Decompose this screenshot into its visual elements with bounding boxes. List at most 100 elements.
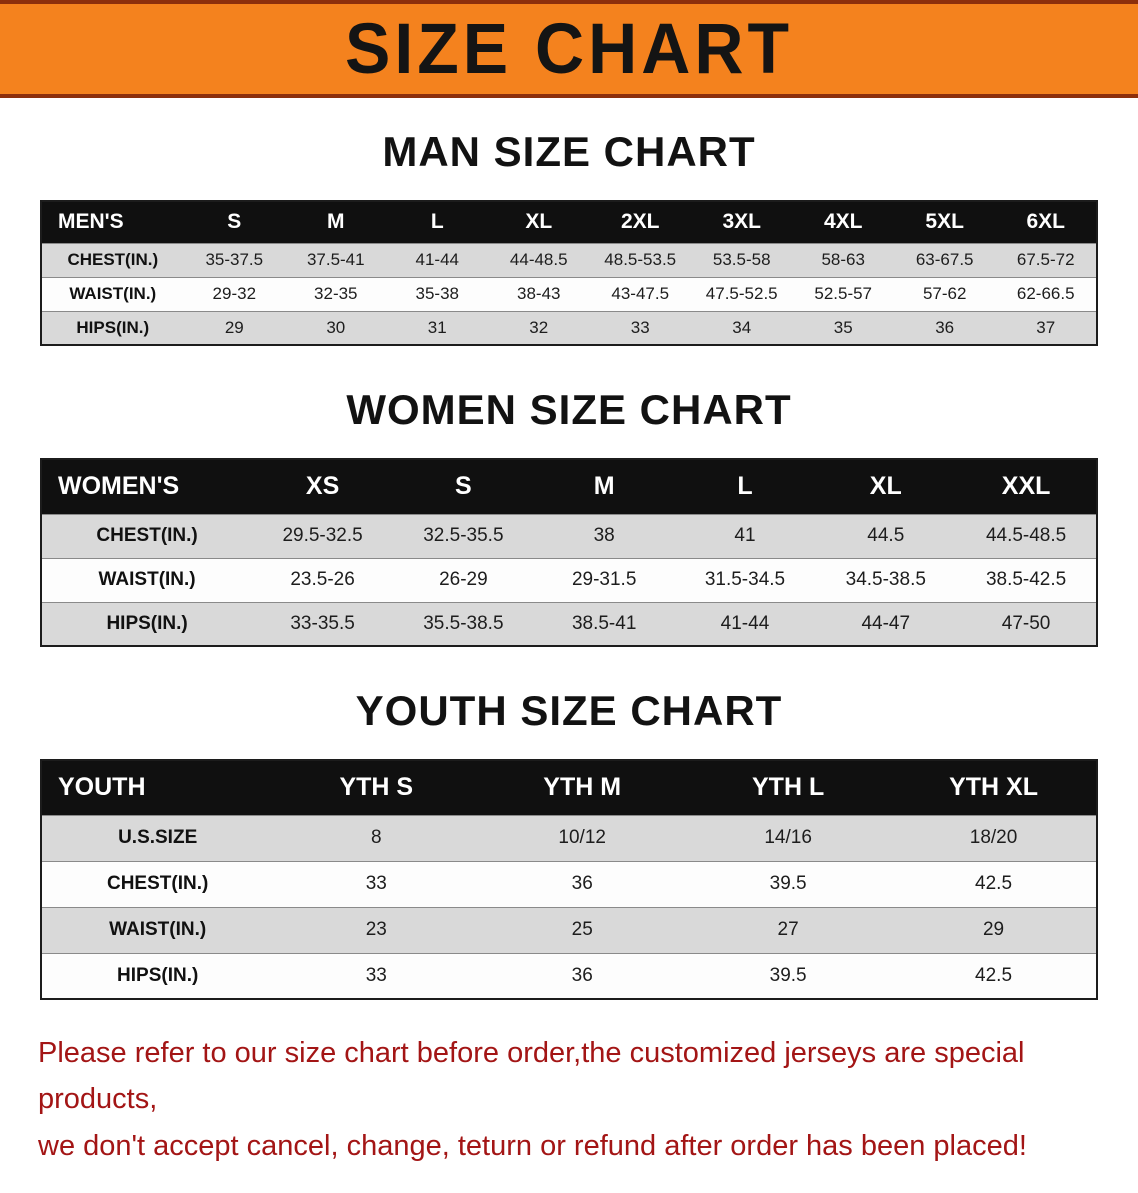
table-row: CHEST(IN.) 35-37.5 37.5-41 41-44 44-48.5 48.5… [41, 242, 1097, 277]
size-column-header: S [392, 459, 534, 514]
size-value-cell: 38.5-42.5 [956, 557, 1097, 602]
size-value-cell: 36 [479, 860, 686, 907]
row-label: CHEST(IN.) [41, 860, 274, 907]
size-value-cell: 32.5-35.5 [392, 513, 534, 558]
size-value-cell: 47-50 [956, 601, 1097, 646]
size-value-cell: 35-38 [386, 276, 488, 311]
size-column-header: 5XL [893, 201, 996, 243]
table-title-cell: WOMEN'S [41, 459, 253, 514]
size-column-header: M [285, 201, 387, 243]
size-value-cell: 38.5-41 [533, 601, 675, 646]
chart-sections: MAN SIZE CHART MEN'S S M L XL 2XL 3XL 4XL 5XL 6XL… [0, 128, 1138, 1000]
size-value-cell: 33 [273, 860, 480, 907]
row-label: U.S.SIZE [41, 814, 274, 861]
size-value-cell: 39.5 [685, 860, 892, 907]
size-column-header: S [183, 201, 286, 243]
size-column-header: 2XL [589, 201, 691, 243]
row-label: HIPS(IN.) [41, 952, 274, 999]
section-women: WOMEN SIZE CHART WOMEN'S XS S M L XL XXL CHEST(… [0, 386, 1138, 647]
size-column-header: XL [488, 201, 590, 243]
size-value-cell: 35 [792, 310, 894, 345]
size-value-cell: 36 [893, 310, 996, 345]
size-value-cell: 37.5-41 [285, 242, 387, 277]
size-column-header: 3XL [690, 201, 793, 243]
banner: SIZE CHART [0, 0, 1138, 98]
size-value-cell: 38 [533, 513, 675, 558]
size-value-cell: 32-35 [285, 276, 387, 311]
table-header-row: YOUTH YTH S YTH M YTH L YTH XL [41, 760, 1097, 815]
size-value-cell: 39.5 [685, 952, 892, 999]
size-value-cell: 26-29 [392, 557, 534, 602]
size-column-header: XXL [956, 459, 1097, 514]
size-value-cell: 52.5-57 [792, 276, 894, 311]
size-value-cell: 42.5 [891, 860, 1097, 907]
size-value-cell: 31.5-34.5 [674, 557, 816, 602]
women-size-table: WOMEN'S XS S M L XL XXL CHEST(IN.) 29.5-32.5 32.5… [40, 458, 1098, 647]
size-value-cell: 41-44 [386, 242, 488, 277]
size-value-cell: 25 [479, 906, 686, 953]
page-title: SIZE CHART [345, 9, 793, 89]
size-value-cell: 23 [273, 906, 480, 953]
size-value-cell: 57-62 [893, 276, 996, 311]
size-value-cell: 27 [685, 906, 892, 953]
section-youth: YOUTH SIZE CHART YOUTH YTH S YTH M YTH L YTH… [0, 687, 1138, 1000]
men-size-table: MEN'S S M L XL 2XL 3XL 4XL 5XL 6XL CHEST(IN.) 35-37… [40, 200, 1098, 346]
size-value-cell: 8 [273, 814, 480, 861]
size-value-cell: 53.5-58 [690, 242, 793, 277]
size-column-header: L [386, 201, 488, 243]
table-row: CHEST(IN.) 33 36 39.5 42.5 [41, 860, 1097, 907]
row-label: WAIST(IN.) [41, 557, 253, 602]
youth-size-table: YOUTH YTH S YTH M YTH L YTH XL U.S.SIZE 8 10/12… [40, 759, 1098, 1000]
size-value-cell: 38-43 [488, 276, 590, 311]
table-row: WAIST(IN.) 23 25 27 29 [41, 906, 1097, 953]
men-section-heading: MAN SIZE CHART [382, 128, 756, 175]
size-value-cell: 47.5-52.5 [690, 276, 793, 311]
size-value-cell: 29 [891, 906, 1097, 953]
row-label: WAIST(IN.) [41, 906, 274, 953]
table-row: WAIST(IN.) 23.5-26 26-29 29-31.5 31.5-34.5 34… [41, 557, 1097, 602]
size-value-cell: 29 [183, 310, 286, 345]
size-value-cell: 42.5 [891, 952, 1097, 999]
size-column-header: YTH M [479, 760, 686, 815]
size-value-cell: 33-35.5 [252, 601, 393, 646]
size-value-cell: 62-66.5 [995, 276, 1097, 311]
table-row: U.S.SIZE 8 10/12 14/16 18/20 [41, 814, 1097, 861]
table-row: HIPS(IN.) 29 30 31 32 33 34 35 36 37 [41, 310, 1097, 345]
size-value-cell: 32 [488, 310, 590, 345]
table-header-row: WOMEN'S XS S M L XL XXL [41, 459, 1097, 514]
table-row: HIPS(IN.) 33 36 39.5 42.5 [41, 952, 1097, 999]
size-value-cell: 63-67.5 [893, 242, 996, 277]
size-column-header: YTH S [273, 760, 480, 815]
size-value-cell: 48.5-53.5 [589, 242, 691, 277]
size-value-cell: 44-47 [815, 601, 957, 646]
size-value-cell: 30 [285, 310, 387, 345]
row-label: WAIST(IN.) [41, 276, 184, 311]
size-value-cell: 34 [690, 310, 793, 345]
footer-note: Please refer to our size chart before or… [38, 1030, 1118, 1169]
size-value-cell: 34.5-38.5 [815, 557, 957, 602]
size-column-header: 4XL [792, 201, 894, 243]
size-value-cell: 29-32 [183, 276, 286, 311]
women-section-heading: WOMEN SIZE CHART [346, 386, 792, 433]
size-column-header: YTH XL [891, 760, 1097, 815]
size-value-cell: 41 [674, 513, 816, 558]
table-header-row: MEN'S S M L XL 2XL 3XL 4XL 5XL 6XL [41, 201, 1097, 243]
size-value-cell: 44.5-48.5 [956, 513, 1097, 558]
row-label: CHEST(IN.) [41, 513, 253, 558]
size-value-cell: 36 [479, 952, 686, 999]
table-row: CHEST(IN.) 29.5-32.5 32.5-35.5 38 41 44.5 44.5… [41, 513, 1097, 558]
size-value-cell: 58-63 [792, 242, 894, 277]
row-label: CHEST(IN.) [41, 242, 184, 277]
size-value-cell: 31 [386, 310, 488, 345]
size-value-cell: 37 [995, 310, 1097, 345]
size-value-cell: 44.5 [815, 513, 957, 558]
size-column-header: 6XL [995, 201, 1097, 243]
size-value-cell: 35-37.5 [183, 242, 286, 277]
size-column-header: M [533, 459, 675, 514]
size-column-header: L [674, 459, 816, 514]
size-value-cell: 43-47.5 [589, 276, 691, 311]
size-value-cell: 67.5-72 [995, 242, 1097, 277]
size-value-cell: 29.5-32.5 [252, 513, 393, 558]
size-value-cell: 44-48.5 [488, 242, 590, 277]
